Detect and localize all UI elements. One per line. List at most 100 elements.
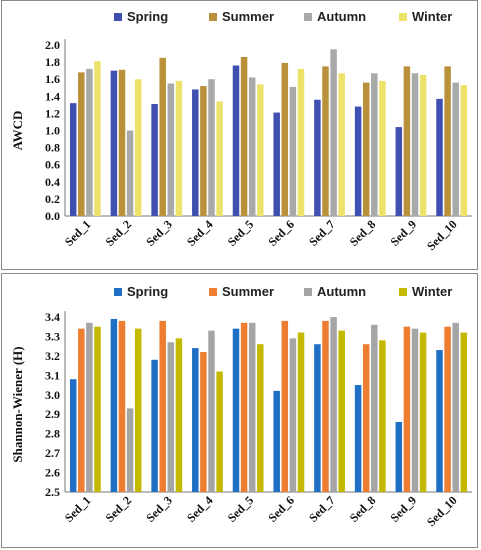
bar-autumn-sed-9 — [411, 328, 419, 492]
legend-swatch-winter — [399, 13, 407, 21]
x-category-label: Sed_5 — [225, 493, 257, 525]
bar-summer-sed-5 — [240, 322, 248, 492]
bar-spring-sed-4 — [192, 348, 199, 492]
bar-winter-sed-10 — [460, 332, 468, 492]
bar-autumn-sed-8 — [371, 73, 378, 216]
shannon-chart-panel: Spring Summer Autumn Winter 2.5 2.6 2.7 2.8 2.9 3… — [1, 273, 478, 548]
y-tick-label: 3.2 — [45, 349, 60, 363]
bar-summer-sed-4 — [200, 352, 207, 492]
bar-autumn-sed-4 — [208, 79, 215, 216]
bar-summer-sed-2 — [118, 69, 126, 216]
x-category-label: Sed_6 — [265, 217, 297, 249]
bar-summer-sed-5 — [240, 56, 248, 216]
bar-winter-sed-2 — [134, 328, 142, 492]
legend-label-spring: Spring — [127, 284, 168, 299]
bar-summer-sed-2 — [118, 320, 126, 492]
bar-winter-sed-1 — [94, 326, 101, 492]
y-tick-label: 2.9 — [45, 407, 60, 421]
x-category-label: Sed_7 — [306, 217, 338, 249]
bar-winter-sed-3 — [175, 338, 183, 492]
bar-summer-sed-1 — [78, 328, 85, 492]
x-category-label: Sed_5 — [225, 217, 257, 249]
bar-autumn-sed-6 — [289, 86, 297, 217]
x-category-label: Sed_3 — [143, 493, 175, 525]
bar-autumn-sed-8 — [371, 324, 378, 492]
bar-winter-sed-7 — [338, 330, 345, 492]
legend-label-summer: Summer — [222, 284, 274, 299]
y-tick-label: 3.4 — [45, 310, 60, 324]
bar-spring-sed-1 — [69, 379, 77, 492]
x-category-label: Sed_2 — [103, 493, 135, 525]
y-tick-label: 3.1 — [45, 368, 60, 382]
awcd-chart-panel: Spring Summer Autumn Winter 0.0 0.2 0.4 0.6 0.8 1… — [1, 0, 478, 270]
legend-swatch-spring — [114, 13, 122, 21]
bar-summer-sed-6 — [281, 62, 289, 216]
bar-spring-sed-7 — [314, 344, 321, 492]
bar-autumn-sed-3 — [167, 342, 175, 492]
y-tick-label: 0.8 — [45, 141, 60, 155]
y-tick-label: 1.6 — [45, 72, 60, 86]
x-category-label: Sed_4 — [184, 493, 216, 525]
bar-winter-sed-9 — [419, 332, 427, 492]
y-tick-label: 0.4 — [45, 175, 60, 189]
x-category-label: Sed_7 — [306, 493, 338, 525]
x-category-label: Sed_2 — [103, 217, 135, 249]
bar-spring-sed-2 — [110, 318, 118, 492]
bar-summer-sed-7 — [322, 66, 329, 216]
bar-summer-sed-9 — [403, 66, 411, 216]
shannon-wiener-chart: Spring Summer Autumn Winter 2.5 2.6 2.7 2.8 2.9 3… — [10, 284, 472, 529]
y-tick-label: 1.0 — [45, 124, 60, 138]
bar-spring-sed-3 — [151, 359, 158, 492]
bar-autumn-sed-10 — [452, 322, 459, 492]
bar-summer-sed-7 — [322, 320, 329, 492]
y-tick-label: 1.4 — [45, 89, 60, 103]
bar-spring-sed-8 — [354, 385, 362, 492]
bar-winter-sed-4 — [216, 101, 223, 216]
y-tick-label: 2.8 — [45, 427, 60, 441]
bar-spring-sed-8 — [354, 106, 362, 216]
bar-summer-sed-9 — [403, 326, 411, 492]
y-tick-label: 1.8 — [45, 55, 60, 69]
x-category-label: Sed_9 — [387, 217, 419, 249]
bar-winter-sed-7 — [338, 73, 345, 216]
y-tick-label: 0.2 — [45, 192, 60, 206]
legend-swatch-summer — [209, 288, 217, 296]
bar-autumn-sed-5 — [248, 322, 256, 492]
bar-summer-sed-6 — [281, 320, 289, 492]
x-category-label: Sed_8 — [347, 493, 379, 525]
y-tick-label: 0.6 — [45, 158, 60, 172]
bar-autumn-sed-10 — [452, 82, 459, 217]
bar-summer-sed-3 — [159, 57, 166, 217]
bar-spring-sed-3 — [151, 103, 158, 216]
bar-summer-sed-8 — [362, 82, 370, 217]
x-category-label: Sed_3 — [143, 217, 175, 249]
bar-autumn-sed-7 — [330, 317, 337, 492]
bar-summer-sed-10 — [444, 66, 451, 216]
y-tick-label: 2.7 — [45, 446, 60, 460]
x-category-label: Sed_8 — [347, 217, 379, 249]
legend-swatch-spring — [114, 288, 122, 296]
bar-autumn-sed-9 — [411, 73, 419, 216]
bar-spring-sed-10 — [436, 350, 443, 492]
bar-winter-sed-8 — [379, 340, 386, 492]
x-category-label: Sed_1 — [62, 493, 94, 525]
y-tick-label: 2.6 — [45, 466, 60, 480]
bar-spring-sed-9 — [395, 127, 403, 216]
legend-swatch-summer — [209, 13, 217, 21]
y-tick-label: 2.5 — [45, 485, 60, 499]
awcd-chart: Spring Summer Autumn Winter 0.0 0.2 0.4 0.6 0.8 1… — [10, 9, 472, 253]
bar-summer-sed-4 — [200, 86, 207, 216]
bar-autumn-sed-4 — [208, 330, 215, 492]
bar-winter-sed-6 — [297, 68, 305, 216]
bar-spring-sed-5 — [232, 328, 240, 492]
bar-winter-sed-9 — [419, 74, 427, 216]
legend-label-autumn: Autumn — [317, 9, 366, 24]
y-axis-title: AWCD — [10, 111, 25, 151]
bar-spring-sed-9 — [395, 422, 403, 492]
legend-label-winter: Winter — [412, 284, 452, 299]
bar-autumn-sed-6 — [289, 338, 297, 492]
bar-summer-sed-1 — [78, 72, 85, 216]
bar-spring-sed-7 — [314, 99, 321, 216]
legend-label-winter: Winter — [412, 9, 452, 24]
x-category-label: Sed_9 — [387, 493, 419, 525]
